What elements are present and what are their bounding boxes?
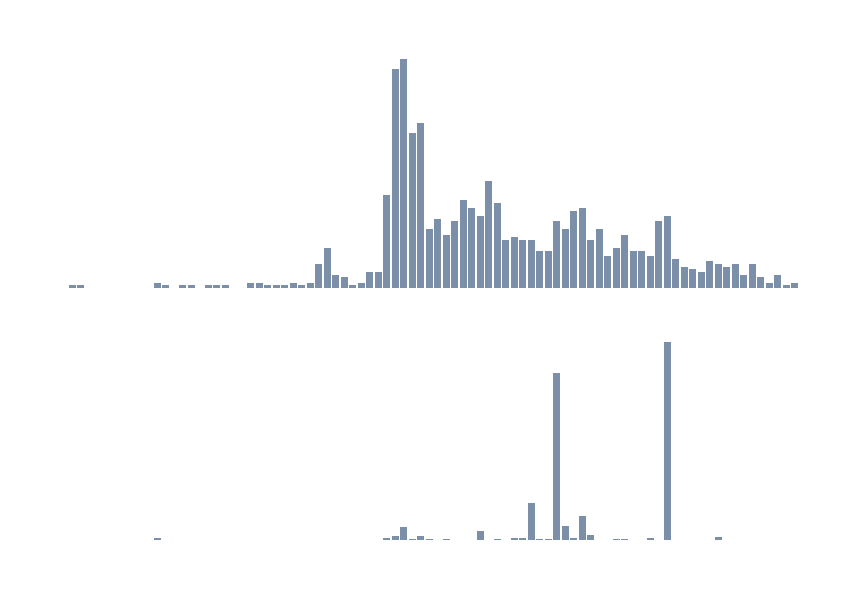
- Bar: [426, 229, 433, 288]
- Bar: [366, 272, 373, 288]
- Bar: [298, 286, 305, 288]
- Bar: [732, 264, 739, 288]
- Bar: [664, 216, 671, 288]
- Bar: [400, 527, 407, 540]
- Bar: [154, 283, 161, 288]
- Bar: [341, 277, 348, 288]
- Bar: [162, 286, 169, 288]
- Bar: [681, 266, 688, 288]
- Bar: [715, 537, 722, 540]
- Bar: [553, 373, 560, 540]
- Bar: [222, 286, 229, 288]
- Bar: [315, 264, 322, 288]
- Bar: [647, 538, 654, 540]
- Bar: [290, 283, 297, 288]
- Bar: [205, 286, 212, 288]
- Bar: [494, 539, 501, 540]
- Bar: [417, 536, 424, 540]
- Bar: [375, 272, 382, 288]
- Bar: [613, 539, 620, 540]
- Bar: [613, 248, 620, 288]
- Bar: [647, 256, 654, 288]
- Bar: [358, 283, 365, 288]
- Bar: [434, 218, 441, 288]
- Bar: [579, 517, 586, 540]
- Bar: [409, 539, 416, 540]
- Bar: [774, 275, 781, 288]
- Bar: [723, 266, 730, 288]
- Bar: [154, 538, 161, 540]
- Bar: [417, 122, 424, 288]
- Bar: [689, 269, 696, 288]
- Bar: [630, 251, 637, 288]
- Bar: [179, 286, 186, 288]
- Bar: [528, 503, 535, 540]
- Bar: [579, 208, 586, 288]
- Bar: [349, 286, 356, 288]
- Bar: [324, 248, 331, 288]
- Bar: [383, 538, 390, 540]
- Bar: [511, 538, 518, 540]
- Bar: [757, 277, 764, 288]
- Bar: [655, 221, 662, 288]
- Bar: [740, 275, 747, 288]
- Bar: [596, 229, 603, 288]
- Bar: [307, 283, 314, 288]
- Bar: [281, 286, 288, 288]
- Bar: [621, 235, 628, 288]
- Bar: [443, 235, 450, 288]
- Bar: [638, 251, 645, 288]
- Bar: [247, 283, 254, 288]
- Bar: [545, 251, 552, 288]
- Bar: [791, 283, 798, 288]
- Bar: [494, 203, 501, 288]
- Bar: [528, 240, 535, 288]
- Bar: [604, 256, 611, 288]
- Bar: [443, 539, 450, 540]
- Bar: [553, 221, 560, 288]
- Bar: [213, 286, 220, 288]
- Bar: [511, 238, 518, 288]
- Bar: [698, 272, 705, 288]
- Bar: [766, 283, 773, 288]
- Bar: [562, 229, 569, 288]
- Bar: [400, 59, 407, 288]
- Bar: [749, 264, 756, 288]
- Bar: [273, 286, 280, 288]
- Bar: [502, 240, 509, 288]
- Bar: [69, 286, 76, 288]
- Bar: [545, 539, 552, 540]
- Bar: [332, 275, 339, 288]
- Bar: [536, 251, 543, 288]
- Bar: [256, 283, 263, 288]
- Bar: [562, 526, 569, 540]
- Bar: [426, 539, 433, 540]
- Bar: [485, 181, 492, 288]
- Bar: [519, 538, 526, 540]
- Bar: [587, 535, 594, 540]
- Bar: [392, 70, 399, 288]
- Bar: [664, 342, 671, 540]
- Bar: [519, 240, 526, 288]
- Bar: [451, 221, 458, 288]
- Bar: [536, 539, 543, 540]
- Bar: [477, 216, 484, 288]
- Bar: [77, 286, 84, 288]
- Bar: [383, 194, 390, 288]
- Bar: [188, 286, 195, 288]
- Bar: [587, 240, 594, 288]
- Bar: [672, 259, 679, 288]
- Bar: [468, 208, 475, 288]
- Bar: [477, 532, 484, 540]
- Bar: [409, 133, 416, 288]
- Bar: [783, 286, 790, 288]
- Bar: [264, 286, 271, 288]
- Bar: [570, 538, 577, 540]
- Bar: [706, 262, 713, 288]
- Bar: [392, 536, 399, 540]
- Bar: [570, 211, 577, 288]
- Bar: [621, 539, 628, 540]
- Bar: [460, 200, 467, 288]
- Bar: [715, 264, 722, 288]
